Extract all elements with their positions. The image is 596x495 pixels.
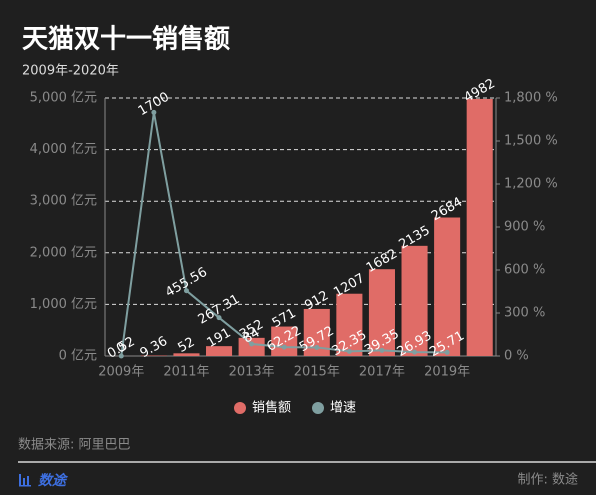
bar [434, 217, 461, 356]
y2-tick-label: 900 % [504, 220, 545, 235]
bar [206, 346, 233, 356]
chart-title: 天猫双十一销售额 [22, 24, 230, 55]
line-point [314, 344, 320, 350]
brand-icon [19, 474, 31, 487]
source: 数据来源: 阿里巴巴 [18, 438, 131, 453]
line-point [281, 344, 287, 350]
chart-subtitle: 2009年-2020年 [22, 64, 119, 79]
legend-swatch [312, 402, 324, 414]
y2-tick-label: 1,200 % [504, 177, 558, 192]
line-point [183, 288, 189, 294]
legend-label: 销售额 [252, 400, 291, 416]
credit: 制作: 数途 [517, 472, 578, 488]
y2-tick-label: 1,800 % [504, 91, 558, 106]
data-label: 52 [176, 335, 198, 356]
data-label: 455.56 [163, 265, 210, 301]
line-point [216, 315, 222, 321]
line-point [118, 353, 124, 359]
bar [173, 353, 200, 356]
y-tick-label: 5,000 亿元 [30, 91, 97, 106]
x-tick-label: 2015年 [294, 365, 340, 380]
bar [466, 98, 493, 356]
bar [271, 326, 298, 356]
x-tick-label: 2017年 [359, 365, 405, 380]
x-tick-label: 2019年 [424, 365, 470, 380]
y-tick-label: 1,000 亿元 [30, 297, 97, 312]
bar [401, 245, 428, 356]
y-tick-label: 2,000 亿元 [30, 245, 97, 260]
data-label: 84 [241, 325, 263, 346]
line-point [444, 349, 450, 355]
legend-label: 增速 [330, 401, 356, 416]
y2-tick-label: 300 % [504, 306, 545, 321]
bar [238, 337, 265, 356]
legend-swatch [234, 402, 246, 414]
line-point [412, 349, 418, 355]
line-point [249, 341, 255, 347]
y-tick-label: 0 亿元 [59, 349, 97, 364]
line-point [379, 347, 385, 353]
bar [368, 269, 395, 356]
line-point [346, 348, 352, 354]
data-label: 267.31 [196, 292, 243, 328]
x-tick-label: 2013年 [229, 365, 275, 380]
y-tick-label: 4,000 亿元 [30, 142, 97, 157]
y2-tick-label: 0 % [504, 349, 529, 364]
y-tick-label: 3,000 亿元 [30, 194, 97, 209]
line-point [151, 109, 157, 115]
brand: 数途 [38, 472, 69, 489]
y2-tick-label: 1,500 % [504, 134, 558, 149]
data-label: 9.36 [138, 334, 171, 361]
x-tick-label: 2011年 [163, 365, 209, 380]
bar [336, 293, 363, 356]
x-tick-label: 2009年 [98, 365, 144, 380]
y2-tick-label: 600 % [504, 263, 545, 278]
